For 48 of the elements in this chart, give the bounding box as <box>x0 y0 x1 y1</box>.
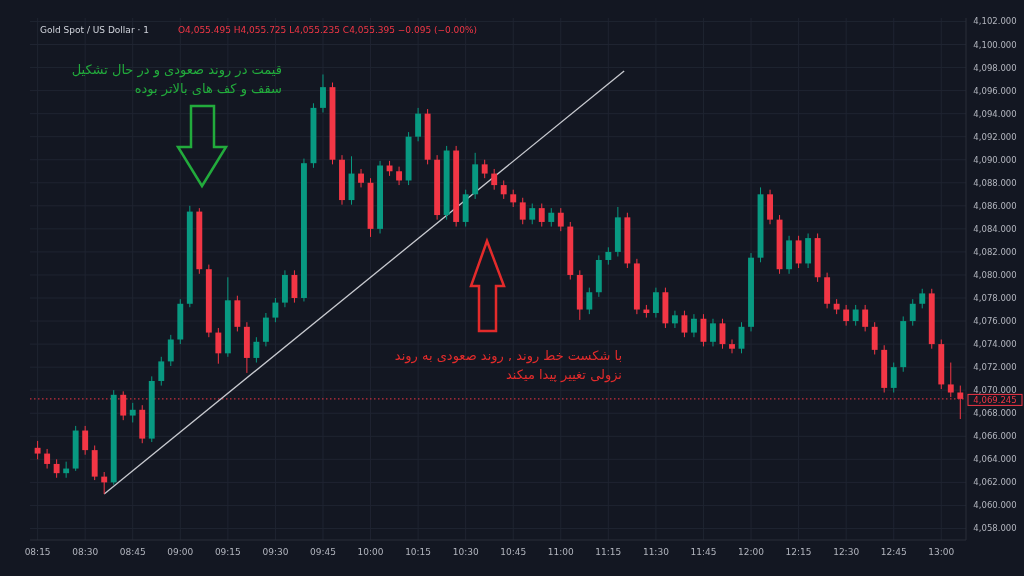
text: Gold Spot / US Dollar · 1 <box>40 25 149 35</box>
x-tick-label: 08:45 <box>119 547 146 557</box>
y-tick-label: 4,064.000 <box>973 454 1017 465</box>
y-tick-label: 4,092.000 <box>973 131 1017 142</box>
x-tick-label: 12:30 <box>833 547 860 557</box>
y-tick-label: 4,090.000 <box>973 154 1017 165</box>
x-tick-label: 10:30 <box>452 547 479 557</box>
x-tick-label: 10:15 <box>405 547 432 557</box>
x-tick-label: 12:15 <box>785 547 812 557</box>
y-tick-label: 4,086.000 <box>973 200 1017 211</box>
y-tick-label: 4,060.000 <box>973 500 1017 511</box>
annotation: O4,055.495 H4,055.725 L4,055.235 C4,055.395 −0.095 (−0.00%) <box>178 25 478 35</box>
y-tick-label: 4,074.000 <box>973 339 1017 350</box>
y-tick-label: 4,084.000 <box>973 223 1017 234</box>
y-tick-label: 4,100.000 <box>973 39 1017 50</box>
x-tick-label: 09:00 <box>167 547 194 557</box>
x-tick-label: 10:45 <box>500 547 527 557</box>
y-tick-label: 4,080.000 <box>973 269 1017 280</box>
x-tick-label: 13:00 <box>928 547 955 557</box>
x-tick-label: 10:00 <box>357 547 384 557</box>
annotation: قیمت در روند صعودی و در حال تشکیل سقف و کف های بالاتر بوده <box>71 62 282 97</box>
y-tick-label: 4,082.000 <box>973 246 1017 257</box>
y-tick-label: 4,088.000 <box>973 177 1017 188</box>
x-tick-label: 09:30 <box>262 547 289 557</box>
x-tick-label: 11:45 <box>690 547 717 557</box>
y-tick-label: 4,102.000 <box>973 16 1017 27</box>
y-tick-label: 4,066.000 <box>973 431 1017 442</box>
y-tick-label: 4,094.000 <box>973 108 1017 119</box>
x-tick-label: 11:15 <box>595 547 622 557</box>
y-tick-label: 4,076.000 <box>973 316 1017 327</box>
x-tick-label: 08:15 <box>24 547 51 557</box>
x-tick-label: 11:30 <box>642 547 670 557</box>
y-tick-label: 4,072.000 <box>973 362 1017 373</box>
ref-line-label: 4,069.245 <box>973 394 1017 405</box>
annotation: با شکست خط روند , روند صعودی به روند نزولی تغییر پیدا میکند <box>394 348 622 383</box>
x-tick-label: 11:00 <box>547 547 575 557</box>
x-tick-label: 12:00 <box>738 547 765 557</box>
y-tick-label: 4,070.000 <box>973 385 1017 396</box>
y-tick-label: 4,096.000 <box>973 85 1017 96</box>
x-tick-label: 12:45 <box>880 547 907 557</box>
x-tick-label: 09:15 <box>214 547 241 557</box>
y-tick-label: 4,078.000 <box>973 293 1017 304</box>
y-tick-label: 4,058.000 <box>973 523 1017 534</box>
y-tick-label: 4,098.000 <box>973 62 1017 73</box>
x-tick-label: 09:45 <box>310 547 336 557</box>
y-tick-label: 4,068.000 <box>973 408 1017 419</box>
x-tick-label: 08:30 <box>72 547 99 557</box>
y-tick-label: 4,062.000 <box>973 477 1017 488</box>
